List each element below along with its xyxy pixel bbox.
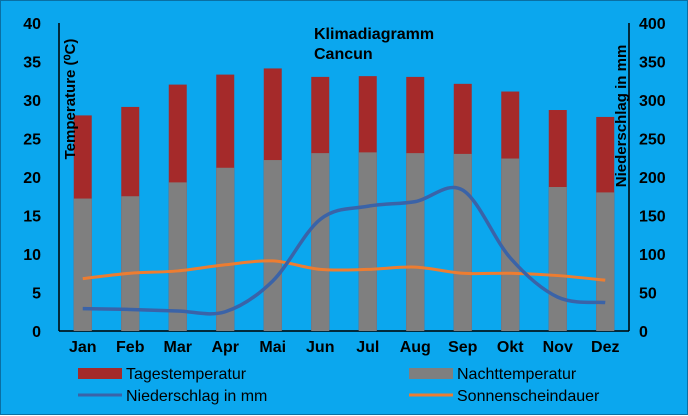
line-niederschlag [82,185,606,316]
x-tick-label-Okt: Okt [497,339,524,356]
bar-Nachttemperatur-Feb [121,196,140,331]
x-tick-label-Nov: Nov [543,339,573,356]
bar-Nachttemperatur-Okt [501,158,520,331]
y-right-tick-label: 300 [639,93,666,110]
bar-Nachttemperatur-Nov [548,187,567,331]
x-tick-label-Apr: Apr [211,339,239,356]
bar-Nachttemperatur-Sep [453,153,472,331]
bar-Nachttemperatur-Jul [358,152,377,331]
chart-title-line-1: Klimadiagramm [314,26,434,43]
bars [73,68,615,332]
x-tick-label-Dez: Dez [591,339,619,356]
bar-Nachttemperatur-Jun [311,153,330,331]
x-tick-label-Feb: Feb [116,339,145,356]
y-right-tick-label: 100 [639,247,666,264]
chart-title-line-2: Cancun [314,46,373,63]
axes [58,23,630,332]
y-left-tick-label: 20 [23,170,41,187]
x-tick-label-Jan: Jan [69,339,97,356]
y-left-tick-label: 15 [23,209,41,226]
legend-swatch-Nachttemperatur [409,368,453,379]
x-tick-label-Jul: Jul [356,339,379,356]
x-tick-label-Aug: Aug [400,339,431,356]
y-right-tick-label: 50 [639,286,657,303]
bar-Nachttemperatur-Mar [168,182,187,331]
legend-label-Tagestemperatur: Tagestemperatur [126,366,247,383]
y-left-tick-label: 35 [23,55,41,72]
y-right-tick-label: 250 [639,132,666,149]
y-left-tick-label: 25 [23,132,41,149]
y-right-tick-label: 350 [639,55,666,72]
x-tick-label-Mar: Mar [164,339,192,356]
y-left-axis-title: Temperature (⁰C) [62,39,79,160]
titles: Klimadiagramm Cancun Temperature (⁰C) Ni… [62,26,630,187]
y-right-tick-label: 400 [639,16,666,33]
y-left-tick-label: 0 [32,324,41,341]
bar-Nachttemperatur-Mai [263,160,282,331]
x-tick-label-Mai: Mai [259,339,286,356]
legend-label-Niederschlag in mm: Niederschlag in mm [126,388,267,405]
y-left-tick-label: 30 [23,93,41,110]
y-right-tick-label: 0 [639,324,648,341]
legend-label-Sonnenscheindauer: Sonnenscheindauer [457,388,600,405]
tick-labels: 0510152025303540050100150200250300350400… [23,16,666,356]
bar-Nachttemperatur-Dez [596,192,615,331]
y-left-tick-label: 5 [32,286,41,303]
y-right-tick-label: 200 [639,170,666,187]
y-left-tick-label: 40 [23,16,41,33]
bar-Nachttemperatur-Apr [216,167,235,331]
y-right-tick-label: 150 [639,209,666,226]
y-left-tick-label: 10 [23,247,41,264]
x-tick-label-Sep: Sep [448,339,478,356]
x-tick-label-Jun: Jun [306,339,334,356]
legend-label-Nachttemperatur: Nachttemperatur [457,366,577,383]
lines [82,185,606,316]
line-sonnenscheindauer [82,259,606,282]
y-right-axis-title: Niederschlag in mm [613,45,630,188]
legend-swatch-Tagestemperatur [78,368,122,379]
bar-Nachttemperatur-Aug [406,153,425,331]
bar-Nachttemperatur-Jan [73,198,92,331]
legend: Tagestemperatur Nachttemperatur Niederschl… [78,366,600,405]
